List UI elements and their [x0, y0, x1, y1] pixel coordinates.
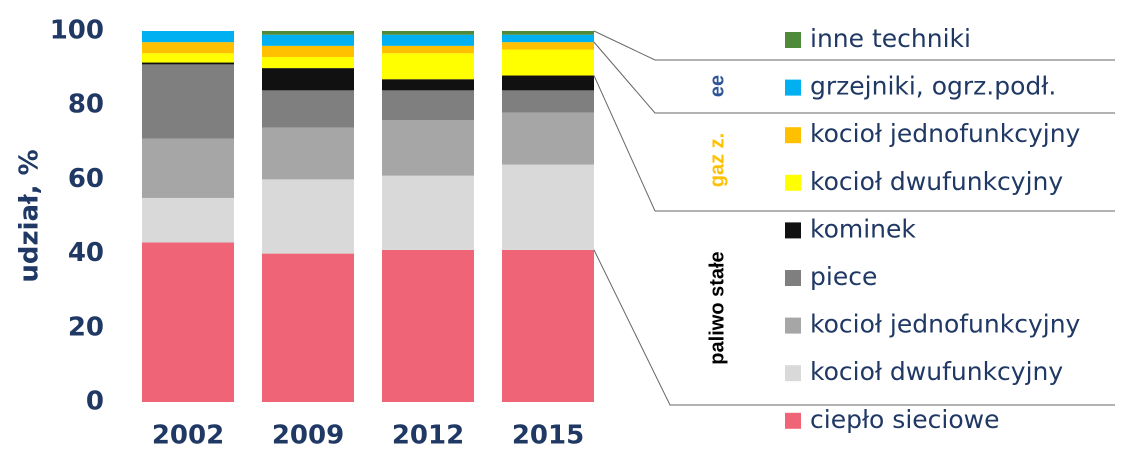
legend-swatch — [785, 79, 801, 96]
bar-segment — [262, 45, 354, 57]
group-label: ee — [706, 75, 728, 97]
bar-segment — [502, 90, 594, 113]
bar-segment — [142, 138, 234, 198]
bar-segment — [262, 179, 354, 254]
bar-segment — [382, 90, 474, 121]
y-tick-label: 100 — [50, 16, 104, 46]
bar-segment — [142, 53, 234, 63]
y-tick-label: 0 — [86, 387, 104, 417]
bar-segment — [382, 79, 474, 91]
bar-segment — [262, 31, 354, 35]
bar-segment — [262, 90, 354, 128]
x-tick-label: 2002 — [152, 421, 224, 449]
legend-label: kocioł dwufunkcyjny — [810, 357, 1063, 386]
bar-segment — [502, 164, 594, 250]
bar-segment — [262, 34, 354, 46]
bar-segment — [502, 49, 594, 76]
y-tick-label: 20 — [68, 312, 104, 342]
bar-segment — [262, 68, 354, 91]
x-tick-label: 2009 — [272, 421, 344, 449]
bar-segment — [382, 34, 474, 46]
bar-segment — [142, 31, 234, 43]
bar-segment — [142, 42, 234, 54]
legend-swatch — [785, 222, 801, 239]
x-tick-label: 2012 — [392, 421, 464, 449]
bar-segment — [502, 112, 594, 165]
bar-segment — [382, 45, 474, 54]
bar-segment — [382, 249, 474, 402]
bar-segment — [502, 249, 594, 402]
group-label: gaz z. — [706, 133, 728, 187]
legend-swatch — [785, 317, 801, 334]
connector — [593, 249, 1115, 406]
bar-segment — [502, 34, 594, 43]
connector — [593, 41, 1115, 114]
x-tick-label: 2015 — [512, 421, 584, 449]
legend-swatch — [785, 365, 801, 382]
bar-segment — [142, 197, 234, 243]
legend-label: piece — [810, 262, 877, 291]
legend-swatch — [785, 412, 801, 429]
bar-segment — [262, 56, 354, 69]
y-axis-title: udział, % — [15, 149, 45, 282]
bar-segment — [382, 120, 474, 176]
bar-segment — [502, 42, 594, 50]
y-tick-label: 40 — [68, 238, 104, 268]
bar-segment — [142, 62, 234, 65]
legend-swatch — [785, 270, 801, 286]
connector — [593, 75, 1115, 212]
legend-label: kocioł jednofunkcyjny — [810, 310, 1081, 339]
legend-label: kocioł jednofunkcyjny — [810, 119, 1081, 148]
legend-label: kominek — [810, 214, 916, 243]
connector — [593, 30, 1115, 61]
y-tick-label: 80 — [68, 90, 104, 120]
bar-segment — [502, 75, 594, 91]
legend-label: grzejniki, ogrz.podł. — [810, 72, 1056, 101]
bar-segment — [382, 31, 474, 35]
bar-segment — [262, 127, 354, 180]
group-label: paliwo stałe — [706, 251, 728, 364]
legend-swatch — [785, 174, 801, 191]
legend-label: ciepło sieciowe — [810, 405, 999, 434]
bar-segment — [502, 31, 594, 35]
y-tick-label: 60 — [68, 164, 104, 194]
bar-segment — [142, 242, 234, 402]
legend-swatch — [785, 127, 801, 144]
legend-swatch — [785, 32, 801, 48]
legend-label: inne techniki — [810, 24, 971, 53]
bar-segment — [262, 253, 354, 402]
bar-segment — [382, 53, 474, 80]
bar-segment — [382, 175, 474, 250]
bar-segment — [142, 64, 234, 139]
legend-label: kocioł dwufunkcyjny — [810, 167, 1063, 196]
